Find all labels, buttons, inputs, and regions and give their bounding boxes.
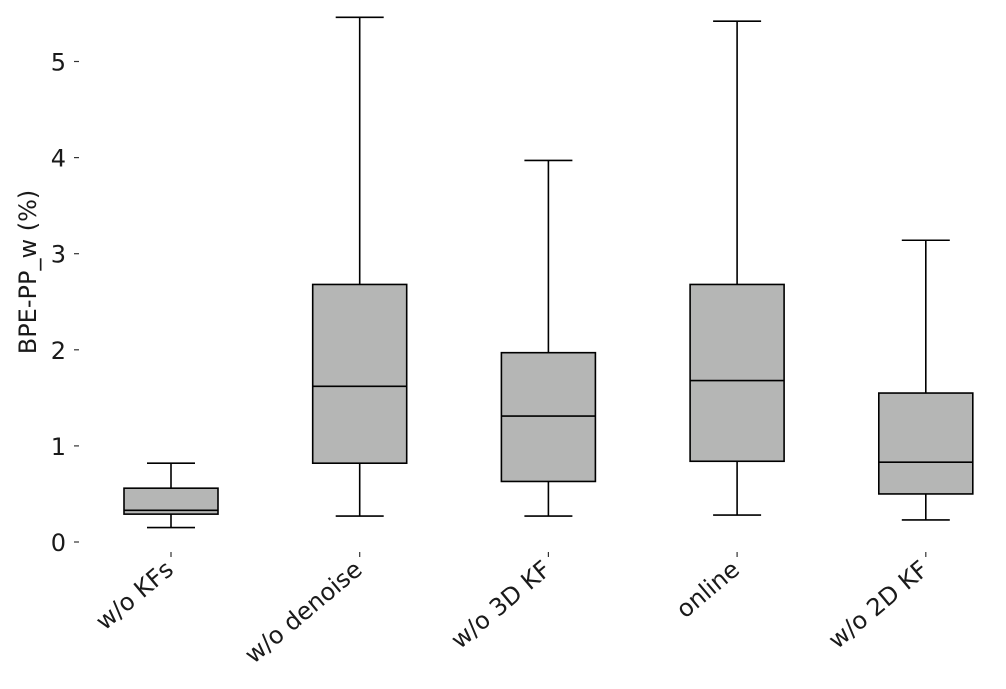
y-tick-label: 5 [51, 49, 66, 77]
y-tick-label: 2 [51, 337, 66, 365]
y-axis: 0 1 2 3 4 5 [51, 49, 79, 557]
iqr-box [877, 392, 974, 495]
box-1 [311, 16, 408, 517]
x-tick-label: w/o 2D KF [823, 555, 934, 654]
iqr-box [311, 283, 408, 464]
y-tick-label: 3 [51, 241, 66, 269]
box-0 [123, 462, 219, 529]
box-4 [877, 239, 974, 521]
box-3 [689, 20, 785, 516]
y-tick-label: 1 [51, 433, 66, 461]
y-axis-label: BPE-PP_w (%) [14, 190, 42, 355]
y-tick-label: 0 [51, 529, 66, 557]
iqr-box [500, 351, 597, 483]
y-tick-label: 4 [51, 145, 66, 173]
boxes [123, 16, 974, 529]
box-2 [500, 159, 597, 517]
x-tick-label: w/o 3D KF [446, 555, 557, 654]
x-tick-label: online [671, 555, 745, 624]
x-axis: w/o KFs w/o denoise w/o 3D KF online w/o 2D … [90, 552, 934, 669]
x-tick-label: w/o KFs [90, 555, 179, 636]
x-tick-label: w/o denoise [239, 555, 367, 669]
iqr-box [689, 283, 785, 463]
